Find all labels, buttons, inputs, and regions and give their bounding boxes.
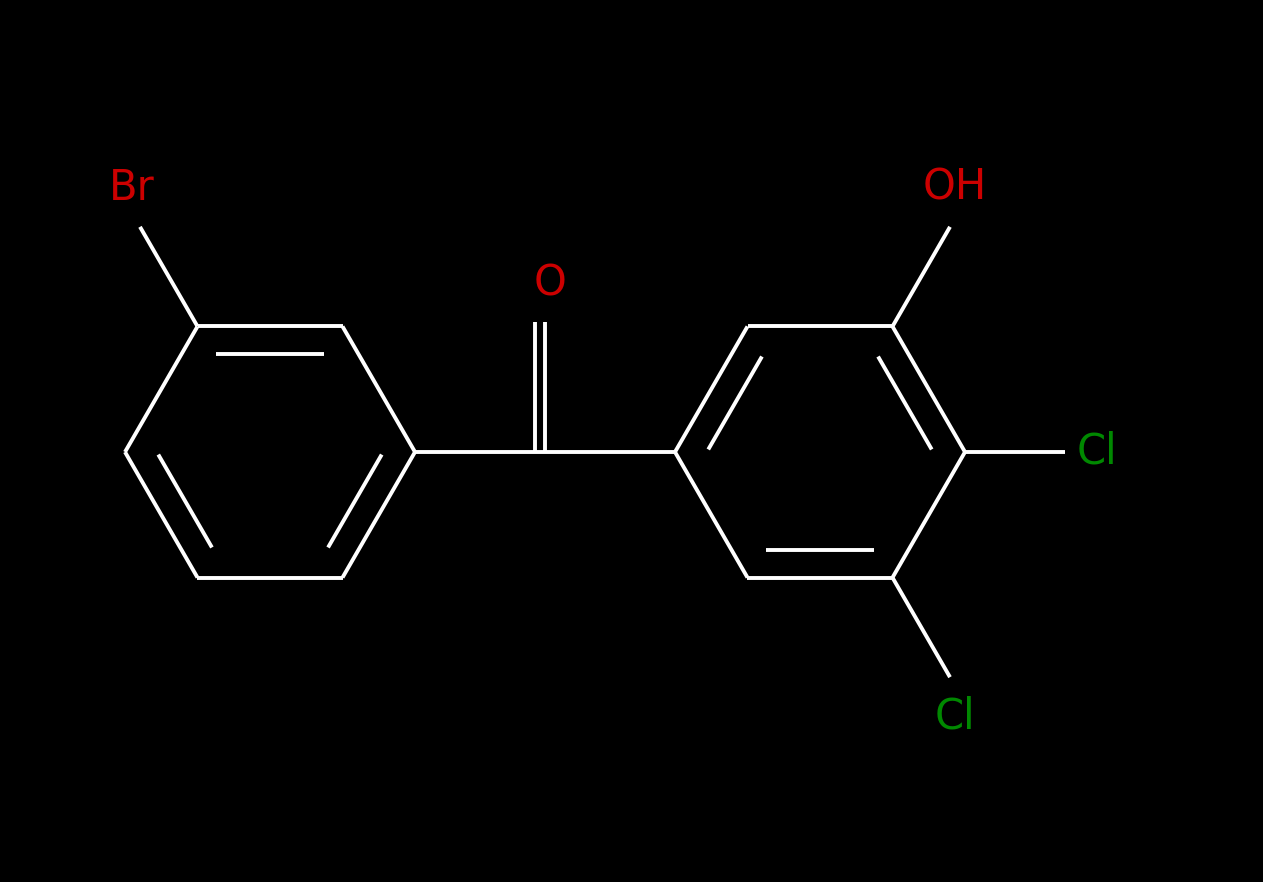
- Text: OH: OH: [923, 167, 988, 209]
- Text: Cl: Cl: [935, 695, 975, 737]
- Text: Br: Br: [109, 167, 155, 209]
- Text: Cl: Cl: [1077, 431, 1118, 473]
- Text: O: O: [533, 262, 566, 304]
